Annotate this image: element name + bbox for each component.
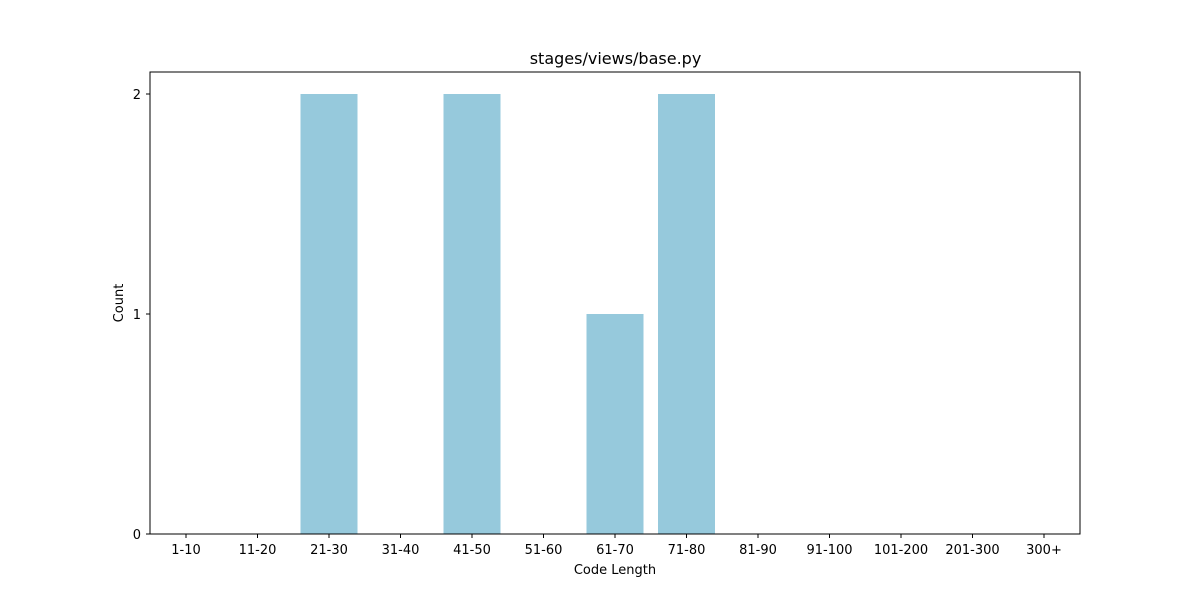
x-tick-label: 31-40: [382, 543, 420, 558]
x-tick-label: 300+: [1026, 543, 1062, 558]
y-axis-label: Count: [112, 284, 127, 323]
x-tick-label: 81-90: [739, 543, 777, 558]
bar-41-50: [443, 94, 501, 534]
x-tick-label: 71-80: [668, 543, 706, 558]
y-tick-label: 2: [133, 88, 141, 103]
y-tick-label: 0: [133, 528, 141, 543]
x-tick-label: 61-70: [596, 543, 634, 558]
y-tick-label: 1: [133, 308, 141, 323]
x-tick-label: 201-300: [945, 543, 999, 558]
x-tick-label: 101-200: [874, 543, 928, 558]
y-axis-ticks: 0 1 2: [133, 88, 150, 543]
x-axis-ticks: 1-10 11-20 21-30 31-40 41-50 51-60 61-70 71-80 8…: [171, 534, 1062, 558]
x-axis-label: Code Length: [574, 563, 656, 578]
chart-title: stages/views/base.py: [530, 49, 702, 68]
bar-61-70: [586, 314, 644, 534]
x-tick-label: 41-50: [453, 543, 491, 558]
x-tick-label: 51-60: [525, 543, 563, 558]
x-tick-label: 21-30: [310, 543, 348, 558]
bars-group: [300, 94, 715, 534]
bar-71-80: [658, 94, 715, 534]
bar-21-30: [300, 94, 358, 534]
x-tick-label: 1-10: [171, 543, 201, 558]
x-tick-label: 91-100: [806, 543, 852, 558]
x-tick-label: 11-20: [239, 543, 277, 558]
